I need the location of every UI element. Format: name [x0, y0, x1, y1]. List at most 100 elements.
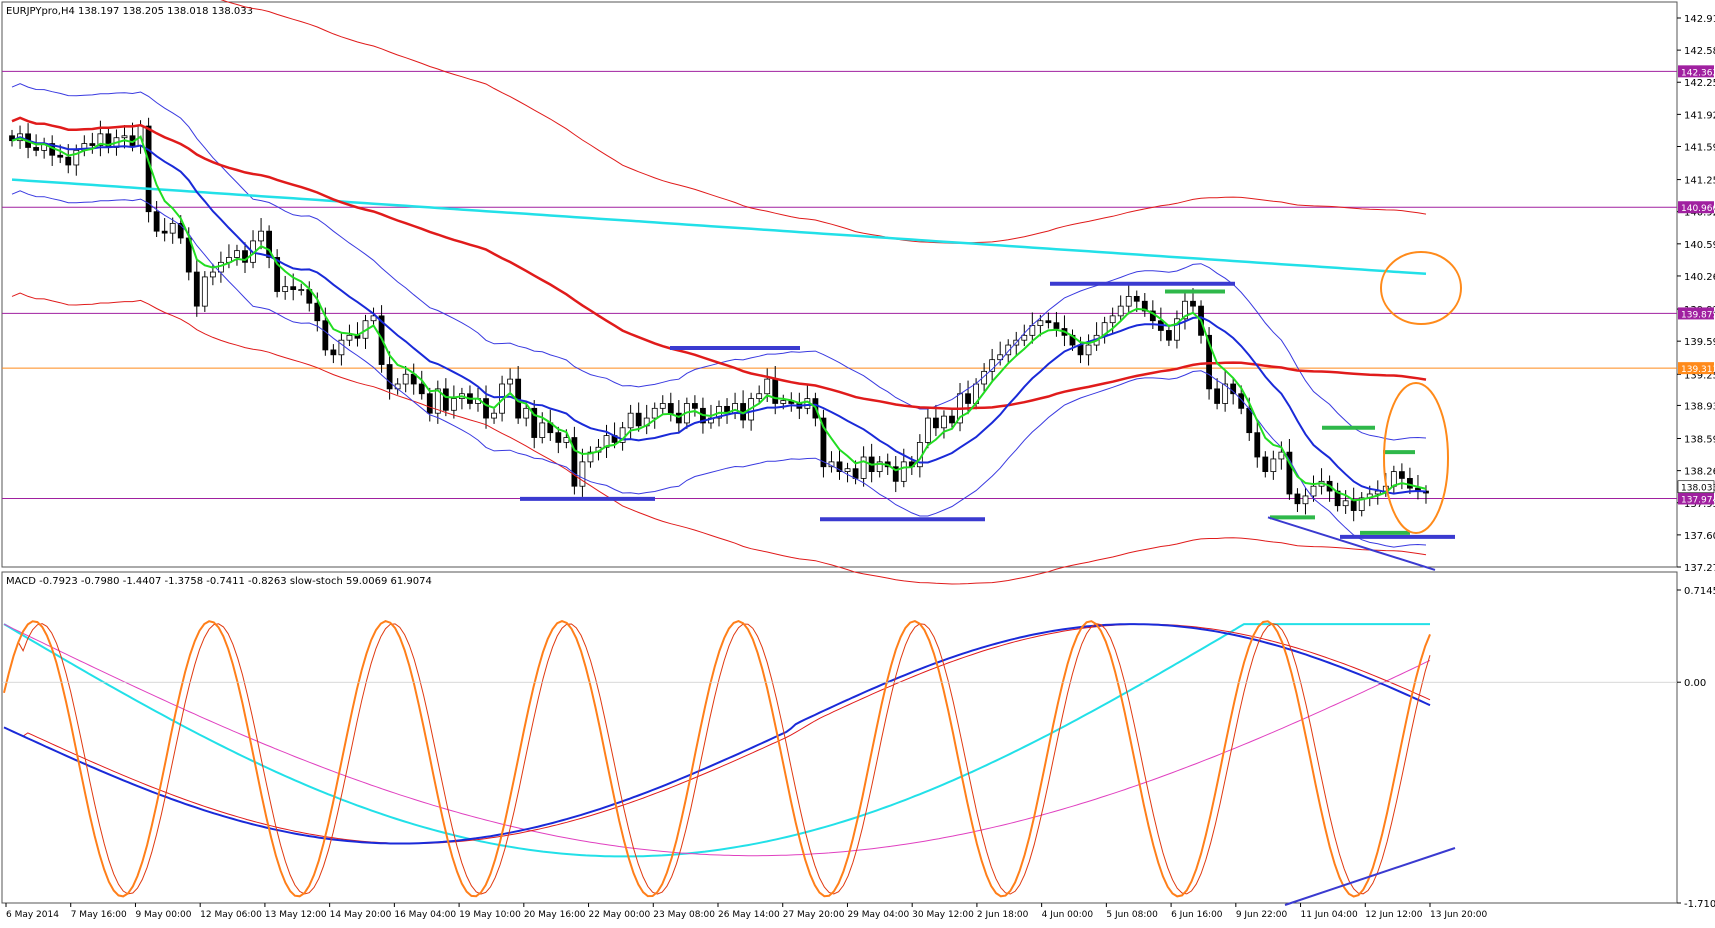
- candle-body[interactable]: [764, 378, 771, 395]
- candle-body[interactable]: [1270, 458, 1277, 473]
- candle-body[interactable]: [1358, 497, 1365, 511]
- trendline[interactable]: [1267, 516, 1436, 571]
- candle-body[interactable]: [33, 147, 40, 151]
- candle-body[interactable]: [1286, 451, 1293, 495]
- candle-body[interactable]: [1214, 388, 1221, 404]
- candle-body[interactable]: [836, 461, 843, 473]
- candle-body[interactable]: [234, 250, 240, 258]
- candle-body[interactable]: [442, 388, 449, 411]
- candle-body[interactable]: [997, 354, 1004, 361]
- candle-body[interactable]: [73, 149, 80, 166]
- candle-body[interactable]: [1077, 344, 1084, 356]
- candle-body[interactable]: [1141, 300, 1148, 312]
- candle-body[interactable]: [346, 334, 353, 341]
- candle-body[interactable]: [900, 461, 907, 482]
- candle-body[interactable]: [57, 154, 64, 158]
- candle-body[interactable]: [1045, 320, 1052, 324]
- candle-body[interactable]: [193, 271, 200, 307]
- candle-body[interactable]: [772, 378, 779, 404]
- ellipse-annotation[interactable]: [1380, 251, 1462, 325]
- candle-body[interactable]: [507, 378, 514, 385]
- candle-body[interactable]: [924, 417, 931, 443]
- candle-body[interactable]: [523, 407, 530, 419]
- candle-body[interactable]: [370, 315, 377, 322]
- candle-body[interactable]: [555, 432, 562, 443]
- candle-body[interactable]: [860, 456, 867, 479]
- candle-body[interactable]: [330, 349, 337, 356]
- candle-body[interactable]: [274, 257, 281, 292]
- candle-body[interactable]: [1398, 471, 1405, 479]
- candle-body[interactable]: [675, 412, 682, 424]
- candle-body[interactable]: [1182, 300, 1188, 320]
- candle-body[interactable]: [965, 393, 971, 404]
- candle-body[interactable]: [989, 359, 996, 372]
- candle-body[interactable]: [169, 222, 176, 234]
- candle-body[interactable]: [587, 451, 594, 463]
- candle-body[interactable]: [667, 403, 674, 414]
- candle-body[interactable]: [65, 156, 72, 166]
- candle-body[interactable]: [691, 403, 698, 409]
- candle-body[interactable]: [314, 302, 321, 322]
- candle-body[interactable]: [1165, 330, 1172, 341]
- candle-body[interactable]: [933, 417, 939, 429]
- candle-body[interactable]: [1278, 451, 1285, 460]
- candle-body[interactable]: [852, 468, 859, 479]
- candle-body[interactable]: [651, 407, 658, 419]
- candle-body[interactable]: [177, 222, 184, 239]
- candle-body[interactable]: [338, 339, 345, 356]
- candle-body[interactable]: [1133, 295, 1140, 302]
- candle-body[interactable]: [298, 289, 305, 291]
- candle-body[interactable]: [1190, 300, 1196, 307]
- candle-body[interactable]: [491, 412, 497, 419]
- candle-body[interactable]: [1053, 322, 1060, 329]
- candle-body[interactable]: [579, 461, 586, 487]
- candle-body[interactable]: [820, 417, 827, 468]
- candle-body[interactable]: [386, 364, 393, 390]
- candle-body[interactable]: [153, 211, 160, 232]
- candle-body[interactable]: [780, 400, 787, 404]
- candle-body[interactable]: [1342, 500, 1349, 507]
- candle-body[interactable]: [1021, 334, 1028, 341]
- candle-body[interactable]: [209, 271, 216, 278]
- candle-body[interactable]: [1085, 344, 1092, 356]
- candle-body[interactable]: [322, 320, 329, 351]
- candle-body[interactable]: [418, 383, 425, 395]
- candle-body[interactable]: [981, 370, 988, 385]
- candle-body[interactable]: [1294, 493, 1301, 505]
- candle-body[interactable]: [1037, 320, 1044, 326]
- candle-body[interactable]: [1125, 295, 1132, 307]
- candle-body[interactable]: [1222, 383, 1229, 404]
- candle-body[interactable]: [483, 398, 489, 419]
- candle-body[interactable]: [571, 437, 578, 487]
- candle-body[interactable]: [876, 461, 883, 473]
- candle-body[interactable]: [434, 388, 441, 414]
- candle-body[interactable]: [1230, 383, 1237, 395]
- candle-body[interactable]: [1117, 305, 1124, 317]
- candle-body[interactable]: [1334, 490, 1341, 507]
- candle-body[interactable]: [1350, 500, 1357, 511]
- candle-body[interactable]: [1302, 495, 1309, 505]
- candle-body[interactable]: [941, 415, 947, 429]
- candle-body[interactable]: [756, 393, 763, 400]
- candle-body[interactable]: [426, 393, 433, 414]
- candle-body[interactable]: [290, 286, 297, 290]
- candle-body[interactable]: [121, 135, 128, 139]
- candle-body[interactable]: [732, 403, 738, 414]
- candle-body[interactable]: [282, 286, 289, 292]
- candle-body[interactable]: [1310, 485, 1317, 497]
- candle-body[interactable]: [394, 383, 401, 390]
- candle-body[interactable]: [201, 276, 208, 307]
- candle-body[interactable]: [1254, 432, 1261, 458]
- candle-body[interactable]: [531, 407, 538, 438]
- candle-body[interactable]: [539, 422, 546, 438]
- candle-body[interactable]: [949, 415, 955, 424]
- candle-body[interactable]: [892, 466, 899, 482]
- candle-body[interactable]: [450, 398, 457, 411]
- candle-body[interactable]: [258, 230, 264, 242]
- ellipse-annotation[interactable]: [1383, 382, 1449, 534]
- sub-trendline[interactable]: [1284, 847, 1456, 906]
- candle-body[interactable]: [89, 143, 96, 146]
- candle-body[interactable]: [161, 230, 168, 234]
